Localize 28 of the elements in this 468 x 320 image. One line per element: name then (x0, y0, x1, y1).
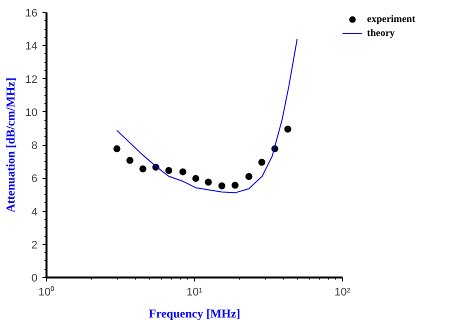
point (232, 182, 239, 189)
y-tick-label: 6 (31, 173, 38, 186)
y-tick-label: 16 (25, 8, 38, 20)
point (204, 178, 212, 186)
point (245, 172, 252, 180)
y-tick-label: 14 (25, 40, 38, 53)
x-tick-label: 10¹ (186, 286, 203, 298)
y-tick-label: 0 (31, 272, 38, 284)
x-tick-label: 10² (334, 286, 351, 298)
point (192, 174, 200, 182)
point (179, 168, 186, 176)
y-tick-label: 4 (31, 206, 38, 218)
point (126, 156, 134, 164)
point (284, 126, 292, 133)
point (218, 182, 226, 190)
y-axis-title: Attenuation [dB/cm/MHz] (3, 78, 18, 212)
point (113, 145, 120, 152)
x-tick-label: 10⁰ (38, 286, 55, 298)
y-tick-label: 8 (31, 140, 38, 152)
x-axis-title: Frequency [MHz] (148, 306, 240, 320)
y-tick-label: 2 (31, 239, 38, 252)
point (139, 165, 146, 172)
y-tick-label: 12 (25, 74, 38, 86)
legend-label: theory (367, 26, 395, 40)
point (258, 158, 266, 166)
legend-label: experiment (367, 12, 416, 26)
y-tick-label: 10 (25, 106, 38, 119)
point (165, 167, 172, 174)
